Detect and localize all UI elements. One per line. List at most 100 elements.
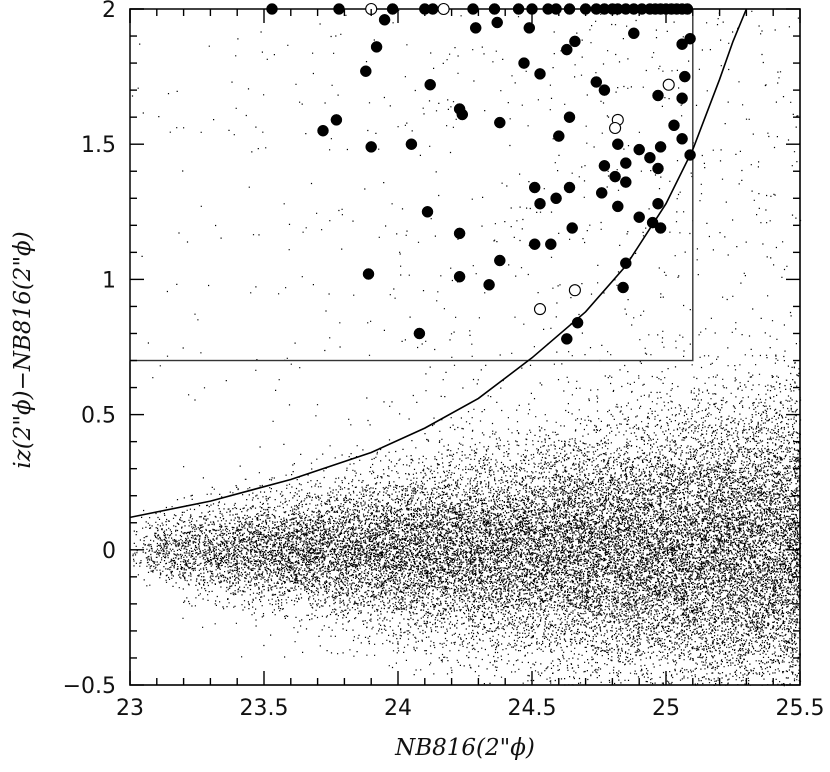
filled-circle-point [413,327,426,340]
filled-circle-point [676,92,688,104]
x-tick-label: 25.5 [776,696,825,721]
filled-circle-point [491,16,503,29]
open-circle-series [365,2,675,316]
filled-circle-point [378,14,391,26]
filled-circle-point [405,138,418,150]
filled-circle-point [266,3,278,15]
filled-circle-point [668,119,680,132]
x-tick-label: 24 [384,696,412,721]
y-tick-labels: −0.5 0 0.5 1 1.5 2 [63,0,116,699]
filled-circle-point [453,227,466,240]
filled-circle-point [534,68,546,80]
filled-circle-point [317,124,329,137]
filled-circle-point [644,151,656,164]
filled-circle-point [561,43,573,56]
y-tick-label: −0.5 [63,674,116,699]
filled-circle-point [590,76,603,88]
filled-circle-point [563,111,576,123]
filled-circle-point [598,84,611,96]
filled-circle-point [617,281,629,294]
x-tick-label: 25 [652,696,680,721]
filled-circle-point [598,160,611,172]
filled-circle-point [424,78,436,91]
open-circle-point [568,284,581,297]
filled-circle-point [633,211,645,223]
filled-circle-point [620,157,632,169]
filled-circle-series [266,3,696,345]
background-point-cloud [131,9,802,687]
filled-circle-point [612,200,624,213]
filled-circle-point [652,197,664,210]
filled-circle-point [550,192,562,205]
filled-circle-point [550,3,562,15]
filled-circle-point [421,206,434,218]
filled-circle-point [561,333,573,345]
filled-circle-point [467,3,479,15]
limit-curve [129,8,748,519]
filled-circle-point [483,279,495,291]
filled-circle-point [652,89,664,102]
filled-circle-point [488,3,501,15]
filled-circle-point [563,3,576,15]
y-axis-title: iz(2"ϕ)−NB816(2"ϕ) [10,231,36,468]
filled-circle-point [330,114,343,126]
filled-circle-point [609,170,621,183]
filled-circle-point [528,238,541,250]
filled-circle-point [360,65,372,77]
filled-circle-point [571,316,584,329]
filled-circle-point [333,3,345,15]
filled-circle-point [620,176,632,188]
filled-circle-point [523,22,536,34]
filled-circle-point [569,35,581,48]
filled-circle-point [365,141,377,153]
filled-circle-point [595,187,608,199]
filled-circle-point [566,222,578,234]
filled-circle-point [652,162,664,175]
filled-circle-point [453,270,466,283]
selection-box-rect [129,8,694,362]
open-circle-point [609,121,622,135]
y-tick-label: 2 [102,0,116,23]
filled-circle-point [494,116,506,129]
filled-circle-point [534,197,546,210]
filled-circle-point [518,57,530,69]
filled-circle-point [370,41,383,53]
filled-circle-point [528,181,541,194]
y-tick-label: 1.5 [81,133,116,158]
filled-circle-point [620,257,632,269]
x-tick-labels: 23 23.5 24 24.5 25 25.5 [116,696,824,721]
filled-circle-point [684,149,696,161]
filled-circle-point [684,32,696,45]
selection-box [129,8,694,362]
x-tick-label: 23.5 [240,696,289,721]
filled-circle-point [427,3,439,15]
filled-circle-point [386,3,399,15]
filled-circle-point [676,38,688,50]
filled-circle-point [553,130,565,142]
open-circle-point [437,2,450,16]
filled-circle-point [654,222,667,234]
y-tick-label: 1 [102,268,116,293]
y-tick-label: 0 [102,539,116,564]
filled-circle-point [362,268,375,280]
filled-circle-point [512,3,525,15]
filled-circle-point [545,238,557,250]
x-axis-title: NB816(2"ϕ) [394,735,535,761]
y-tick-label: 0.5 [81,404,116,429]
filled-circle-point [469,22,482,34]
filled-circle-point [654,141,667,153]
x-tick-label: 24.5 [508,696,557,721]
axis-ticks [129,8,801,686]
filled-circle-point [676,133,688,145]
filled-circle-point [628,27,640,40]
filled-circle-point [681,3,694,15]
background-points [131,9,802,687]
filled-circle-point [633,143,645,156]
x-tick-label: 23 [116,696,144,721]
filled-circle-point [563,181,576,194]
open-circle-point [662,78,675,91]
filled-circle-point [679,70,691,83]
filled-circle-point [456,108,469,121]
open-circle-point [533,303,547,316]
